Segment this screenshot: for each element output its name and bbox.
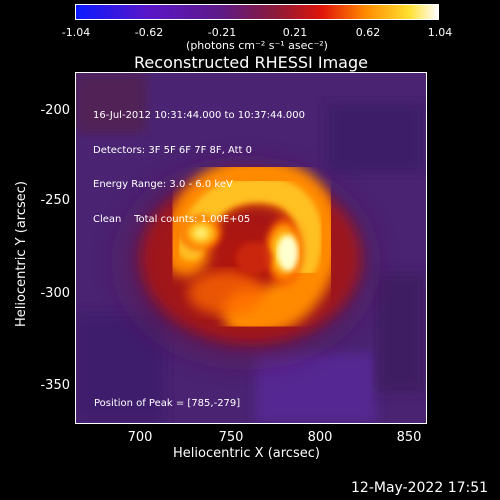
colorbar-tick: -0.62 [134, 26, 164, 39]
y-tick: -300 [40, 286, 70, 301]
observation-info: 16-Jul-2012 10:31:44.000 to 10:37:44.000… [93, 87, 305, 248]
colorbar-units: (photons cm⁻² s⁻¹ asec⁻²) [186, 39, 328, 52]
colorbar [75, 4, 439, 20]
y-axis-label: Heliocentric Y (arcsec) [14, 181, 29, 327]
x-tick: 750 [218, 430, 244, 445]
x-tick: 850 [396, 430, 422, 445]
info-line: Clean Total counts: 1.00E+05 [93, 213, 251, 225]
y-tick: -350 [40, 378, 70, 393]
colorbar-tick: 0.21 [282, 26, 308, 39]
info-line: Detectors: 3F 5F 6F 7F 8F, Att 0 [93, 144, 253, 156]
y-tick: -200 [40, 103, 70, 118]
emission-map [76, 73, 426, 423]
colorbar-tick: 0.62 [355, 26, 381, 39]
colorbar-tick: -0.21 [207, 26, 237, 39]
colorbar-tick: -1.04 [61, 26, 91, 39]
rhessi-image: 16-Jul-2012 10:31:44.000 to 10:37:44.000… [75, 72, 427, 424]
x-axis-label: Heliocentric X (arcsec) [173, 446, 320, 461]
x-tick: 700 [127, 430, 153, 445]
plot-title: Reconstructed RHESSI Image [134, 53, 368, 72]
colorbar-tick: 1.04 [427, 26, 453, 39]
info-line: Energy Range: 3.0 - 6.0 keV [93, 179, 233, 190]
timestamp: 12-May-2022 17:51 [351, 480, 489, 496]
y-tick: -250 [40, 193, 70, 208]
peak-position: Position of Peak = [785,-279] [94, 398, 241, 409]
info-line: 16-Jul-2012 10:31:44.000 to 10:37:44.000 [93, 110, 305, 121]
x-tick: 800 [307, 430, 333, 445]
